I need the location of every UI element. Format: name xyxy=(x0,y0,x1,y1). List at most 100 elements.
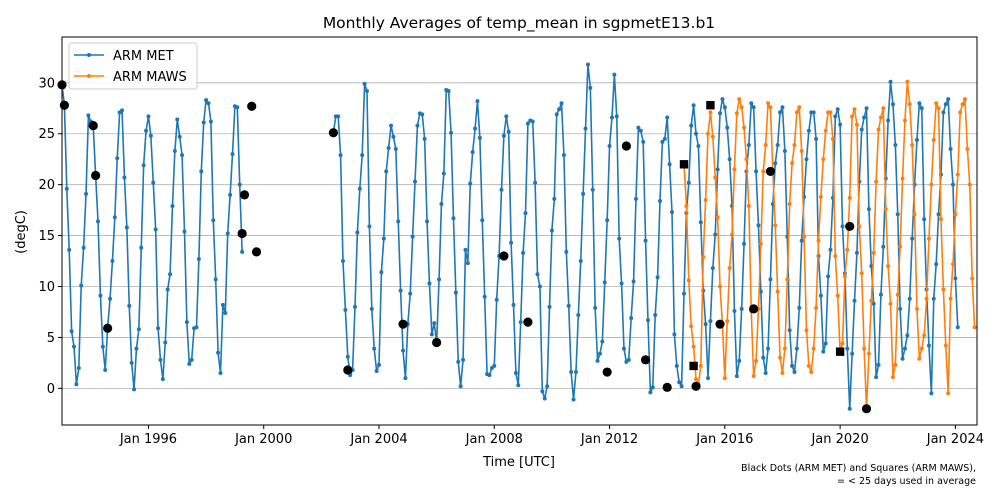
data-point-arm-maws xyxy=(787,202,792,207)
low-coverage-dot xyxy=(237,228,247,239)
data-point-arm-met xyxy=(713,232,718,237)
data-point-arm-maws xyxy=(934,101,939,106)
data-point-arm-met xyxy=(146,114,151,119)
data-point-arm-maws xyxy=(830,136,835,141)
data-point-arm-met xyxy=(372,346,377,351)
data-point-arm-met xyxy=(530,119,535,124)
data-point-arm-met xyxy=(609,115,614,120)
data-point-arm-maws xyxy=(823,128,828,133)
data-point-arm-maws xyxy=(859,271,864,276)
data-point-arm-met xyxy=(120,108,125,113)
data-point-arm-met xyxy=(115,156,120,161)
data-point-arm-met xyxy=(473,126,478,131)
data-point-arm-met xyxy=(773,161,778,166)
data-point-arm-maws xyxy=(794,110,799,115)
data-point-arm-maws xyxy=(703,197,708,202)
legend: ARM MET ARM MAWS xyxy=(68,42,198,90)
data-point-arm-met xyxy=(79,283,84,288)
data-point-arm-met xyxy=(566,303,571,308)
data-point-arm-maws xyxy=(866,351,871,356)
low-coverage-dot xyxy=(251,247,262,257)
data-point-arm-maws xyxy=(852,107,857,112)
data-point-arm-met xyxy=(662,136,667,141)
data-point-arm-met xyxy=(170,204,175,209)
data-point-arm-met xyxy=(621,346,626,351)
data-point-arm-met xyxy=(617,236,622,241)
data-point-arm-maws xyxy=(802,234,807,239)
data-point-arm-maws xyxy=(766,101,771,106)
data-point-arm-maws xyxy=(790,161,795,166)
data-point-arm-met xyxy=(540,389,545,394)
data-point-arm-met xyxy=(641,139,646,144)
data-point-arm-met xyxy=(854,250,859,255)
data-point-arm-met xyxy=(506,129,511,134)
data-point-arm-met xyxy=(458,384,463,389)
y-tick-label: 0 xyxy=(47,382,55,397)
data-point-arm-maws xyxy=(701,254,706,259)
data-point-arm-met xyxy=(814,136,819,141)
data-point-arm-met xyxy=(160,377,165,382)
y-tick-label: 30 xyxy=(38,76,55,91)
data-point-arm-met xyxy=(893,142,898,147)
data-point-arm-maws xyxy=(778,355,783,360)
data-point-arm-maws xyxy=(931,137,936,142)
data-point-arm-met xyxy=(220,302,225,307)
y-tick-label: 5 xyxy=(47,331,55,346)
data-point-arm-maws xyxy=(886,264,891,269)
data-point-arm-maws xyxy=(713,175,718,180)
legend-marker-arm-met xyxy=(87,53,91,57)
data-point-arm-met xyxy=(953,276,958,281)
data-point-arm-met xyxy=(216,350,221,355)
data-point-arm-maws xyxy=(742,125,747,130)
data-point-arm-maws xyxy=(706,131,711,136)
data-point-arm-met xyxy=(907,296,912,301)
data-point-arm-maws xyxy=(758,241,763,246)
data-point-arm-maws xyxy=(972,325,977,330)
data-point-arm-maws xyxy=(835,293,840,298)
data-point-arm-maws xyxy=(888,301,893,306)
data-point-arm-met xyxy=(475,99,480,104)
data-point-arm-met xyxy=(379,270,384,275)
data-point-arm-met xyxy=(850,351,855,356)
data-point-arm-met xyxy=(645,318,650,323)
data-point-arm-maws xyxy=(722,376,727,381)
data-point-arm-met xyxy=(936,212,941,217)
data-point-arm-maws xyxy=(900,176,905,181)
low-coverage-dot xyxy=(765,166,776,177)
data-point-arm-maws xyxy=(761,169,766,174)
data-point-arm-met xyxy=(413,179,418,184)
data-point-arm-met xyxy=(742,241,747,246)
data-point-arm-met xyxy=(749,101,754,106)
low-coverage-dot xyxy=(239,190,250,200)
data-point-arm-maws xyxy=(780,371,785,376)
data-point-arm-met xyxy=(910,236,915,241)
data-point-arm-maws xyxy=(811,346,816,351)
data-point-arm-met xyxy=(600,339,605,344)
data-point-arm-maws xyxy=(821,157,826,162)
data-point-arm-met xyxy=(367,224,372,229)
data-point-arm-met xyxy=(950,182,955,187)
data-point-arm-maws xyxy=(799,149,804,154)
data-point-arm-met xyxy=(501,133,506,138)
x-tick-label: Jan 1996 xyxy=(119,432,177,447)
data-point-arm-maws xyxy=(948,296,953,301)
data-point-arm-met xyxy=(549,228,554,233)
low-coverage-dot xyxy=(621,141,631,151)
data-point-arm-met xyxy=(480,218,485,223)
data-point-arm-met xyxy=(76,365,81,370)
data-point-arm-met xyxy=(737,358,742,363)
data-point-arm-met xyxy=(878,292,883,297)
data-point-arm-met xyxy=(463,247,468,252)
data-point-arm-met xyxy=(554,112,559,117)
data-point-arm-met xyxy=(74,382,79,387)
data-point-arm-met xyxy=(552,196,557,201)
data-point-arm-met xyxy=(136,327,141,332)
data-point-arm-met xyxy=(564,249,569,254)
low-coverage-dot xyxy=(88,120,98,131)
data-point-arm-maws xyxy=(878,115,883,120)
data-point-arm-maws xyxy=(938,217,943,222)
data-point-arm-met xyxy=(108,296,113,301)
data-point-arm-met xyxy=(667,162,672,167)
data-point-arm-met xyxy=(633,196,638,201)
data-point-arm-met xyxy=(946,97,951,102)
